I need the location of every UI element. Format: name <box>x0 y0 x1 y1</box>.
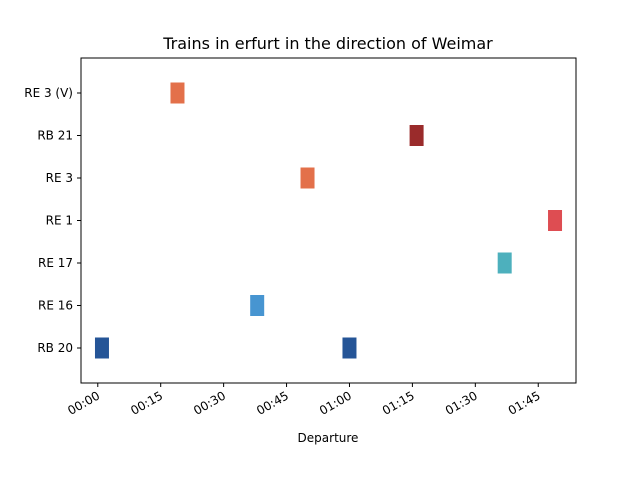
y-tick-label: RB 21 <box>37 129 73 143</box>
departure-bar <box>250 295 265 316</box>
bars-layer <box>94 82 563 359</box>
y-tick-label: RB 20 <box>37 341 73 355</box>
departure-bar <box>497 252 512 274</box>
y-tick-label: RE 16 <box>38 299 73 313</box>
y-tick-label: RE 17 <box>38 256 73 270</box>
plot-frame <box>80 57 577 384</box>
y-tick-label: RE 1 <box>46 214 73 228</box>
x-axis-label: Departure <box>298 431 359 445</box>
departure-bar <box>409 125 424 146</box>
x-tick-label: 01:00 <box>317 388 354 417</box>
x-axis: 00:00 00:15 00:30 00:45 01:00 01:15 01:30 01:45 <box>65 383 543 418</box>
y-tick-label: RE 3 <box>46 171 73 185</box>
x-tick-label: 00:15 <box>128 388 165 417</box>
x-tick-label: 00:45 <box>254 388 291 417</box>
departure-bar <box>170 82 185 104</box>
departure-bar <box>300 167 315 189</box>
chart-title: Trains in erfurt in the direction of Wei… <box>162 34 493 53</box>
x-tick-label: 01:45 <box>506 388 543 417</box>
x-tick-label: 00:30 <box>191 388 228 417</box>
departure-bar <box>548 210 563 231</box>
x-tick-label: 01:30 <box>443 388 480 417</box>
y-tick-label: RE 3 (V) <box>24 86 73 100</box>
departure-bar <box>342 337 357 359</box>
y-axis: RB 20 RE 16 RE 17 RE 1 RE 3 RB 21 RE 3 (V) <box>24 86 81 355</box>
x-tick-label: 01:15 <box>380 388 417 417</box>
departure-bar <box>94 337 109 359</box>
x-tick-label: 00:00 <box>65 388 102 417</box>
